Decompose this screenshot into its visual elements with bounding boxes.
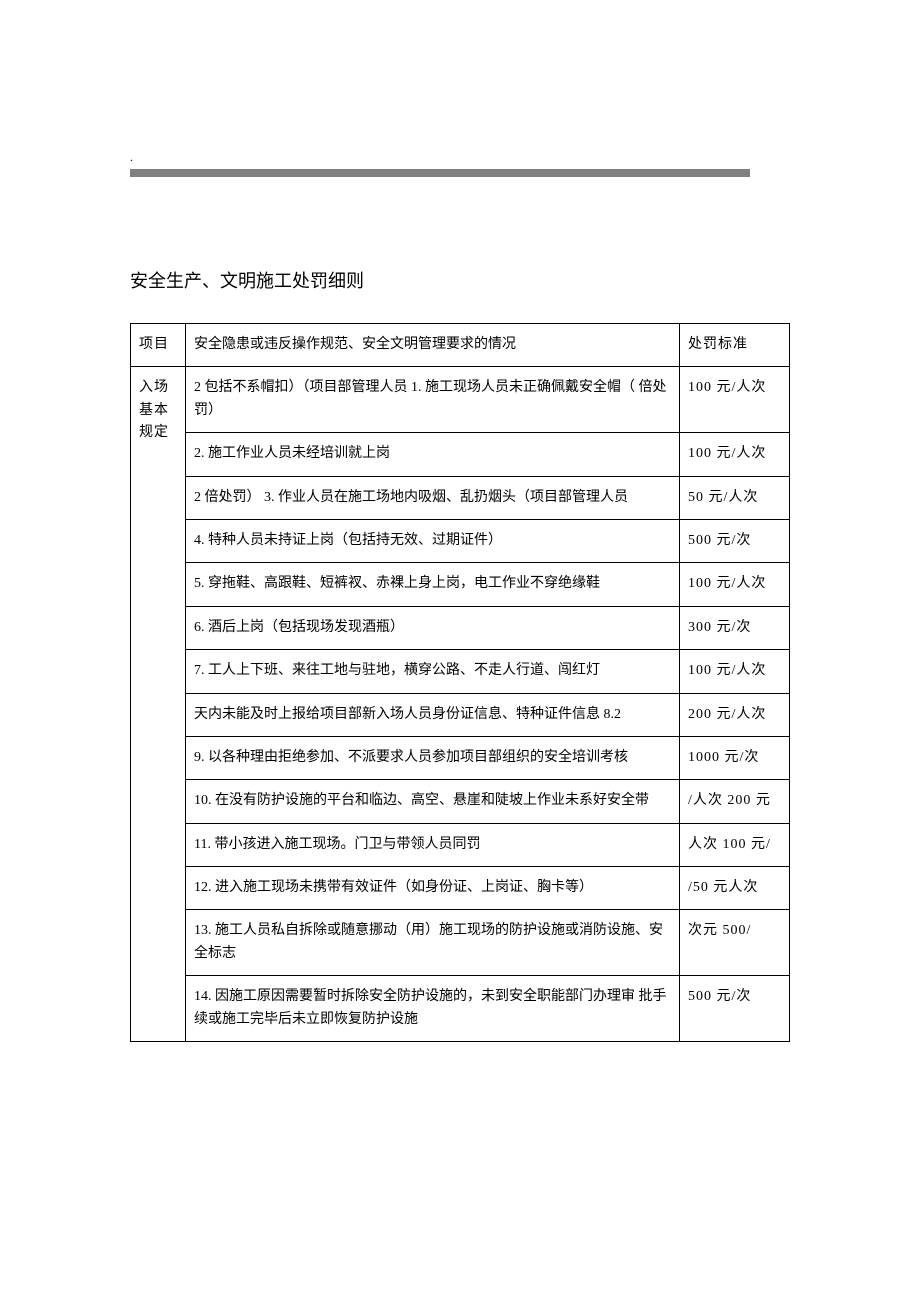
- situation-cell: 2. 施工作业人员未经培训就上岗: [186, 433, 680, 476]
- table-row: 10. 在没有防护设施的平台和临边、高空、悬崖和陡坡上作业未系好安全带/人次 2…: [131, 780, 790, 823]
- situation-cell: 11. 带小孩进入施工现场。门卫与带领人员同罚: [186, 823, 680, 866]
- header-category: 项目: [131, 324, 186, 367]
- table-row: 2 倍处罚） 3. 作业人员在施工场地内吸烟、乱扔烟头（项目部管理人员50 元/…: [131, 476, 790, 519]
- situation-cell: 2 包括不系帽扣）（项目部管理人员 1. 施工现场人员未正确佩戴安全帽（ 倍处罚…: [186, 367, 680, 433]
- table-row: 4. 特种人员未持证上岗（包括持无效、过期证件）500 元/次: [131, 519, 790, 562]
- table-row: 13. 施工人员私自拆除或随意挪动（用）施工现场的防护设施或消防设施、安全标志次…: [131, 910, 790, 976]
- table-row: 2. 施工作业人员未经培训就上岗100 元/人次: [131, 433, 790, 476]
- table-row: 9. 以各种理由拒绝参加、不派要求人员参加项目部组织的安全培训考核1000 元/…: [131, 736, 790, 779]
- situation-cell: 12. 进入施工现场未携带有效证件（如身份证、上岗证、胸卡等）: [186, 867, 680, 910]
- table-row: 天内未能及时上报给项目部新入场人员身份证信息、特种证件信息 8.2200 元/人…: [131, 693, 790, 736]
- situation-cell: 4. 特种人员未持证上岗（包括持无效、过期证件）: [186, 519, 680, 562]
- category-cell: 入场基本规定: [131, 367, 186, 1042]
- situation-cell: 天内未能及时上报给项目部新入场人员身份证信息、特种证件信息 8.2: [186, 693, 680, 736]
- situation-cell: 2 倍处罚） 3. 作业人员在施工场地内吸烟、乱扔烟头（项目部管理人员: [186, 476, 680, 519]
- situation-cell: 9. 以各种理由拒绝参加、不派要求人员参加项目部组织的安全培训考核: [186, 736, 680, 779]
- penalty-table: 项目 安全隐患或违反操作规范、安全文明管理要求的情况 处罚标准 入场基本规定2 …: [130, 323, 790, 1042]
- header-penalty: 处罚标准: [680, 324, 790, 367]
- table-row: 6. 酒后上岗（包括现场发现酒瓶）300 元/次: [131, 606, 790, 649]
- divider-line: [130, 169, 750, 177]
- table-header-row: 项目 安全隐患或违反操作规范、安全文明管理要求的情况 处罚标准: [131, 324, 790, 367]
- penalty-cell: 100 元/人次: [680, 650, 790, 693]
- situation-cell: 7. 工人上下班、来往工地与驻地，横穿公路、不走人行道、闯红灯: [186, 650, 680, 693]
- table-row: 7. 工人上下班、来往工地与驻地，横穿公路、不走人行道、闯红灯100 元/人次: [131, 650, 790, 693]
- table-row: 5. 穿拖鞋、高跟鞋、短裤衩、赤裸上身上岗，电工作业不穿绝缘鞋100 元/人次: [131, 563, 790, 606]
- penalty-cell: 300 元/次: [680, 606, 790, 649]
- situation-cell: 10. 在没有防护设施的平台和临边、高空、悬崖和陡坡上作业未系好安全带: [186, 780, 680, 823]
- table-body: 入场基本规定2 包括不系帽扣）（项目部管理人员 1. 施工现场人员未正确佩戴安全…: [131, 367, 790, 1042]
- situation-cell: 14. 因施工原因需要暂时拆除安全防护设施的，未到安全职能部门办理审 批手续或施…: [186, 976, 680, 1042]
- penalty-cell: /50 元人次: [680, 867, 790, 910]
- header-situation: 安全隐患或违反操作规范、安全文明管理要求的情况: [186, 324, 680, 367]
- penalty-cell: 人次 100 元/: [680, 823, 790, 866]
- table-row: 12. 进入施工现场未携带有效证件（如身份证、上岗证、胸卡等）/50 元人次: [131, 867, 790, 910]
- penalty-cell: 50 元/人次: [680, 476, 790, 519]
- penalty-cell: 100 元/人次: [680, 433, 790, 476]
- penalty-cell: /人次 200 元: [680, 780, 790, 823]
- table-row: 入场基本规定2 包括不系帽扣）（项目部管理人员 1. 施工现场人员未正确佩戴安全…: [131, 367, 790, 433]
- penalty-cell: 次元 500/: [680, 910, 790, 976]
- table-row: 14. 因施工原因需要暂时拆除安全防护设施的，未到安全职能部门办理审 批手续或施…: [131, 976, 790, 1042]
- table-row: 11. 带小孩进入施工现场。门卫与带领人员同罚人次 100 元/: [131, 823, 790, 866]
- penalty-cell: 100 元/人次: [680, 563, 790, 606]
- top-dot: .: [130, 150, 790, 165]
- penalty-cell: 100 元/人次: [680, 367, 790, 433]
- situation-cell: 5. 穿拖鞋、高跟鞋、短裤衩、赤裸上身上岗，电工作业不穿绝缘鞋: [186, 563, 680, 606]
- penalty-cell: 500 元/次: [680, 519, 790, 562]
- situation-cell: 13. 施工人员私自拆除或随意挪动（用）施工现场的防护设施或消防设施、安全标志: [186, 910, 680, 976]
- page-title: 安全生产、文明施工处罚细则: [130, 267, 790, 293]
- penalty-cell: 200 元/人次: [680, 693, 790, 736]
- penalty-cell: 500 元/次: [680, 976, 790, 1042]
- penalty-cell: 1000 元/次: [680, 736, 790, 779]
- situation-cell: 6. 酒后上岗（包括现场发现酒瓶）: [186, 606, 680, 649]
